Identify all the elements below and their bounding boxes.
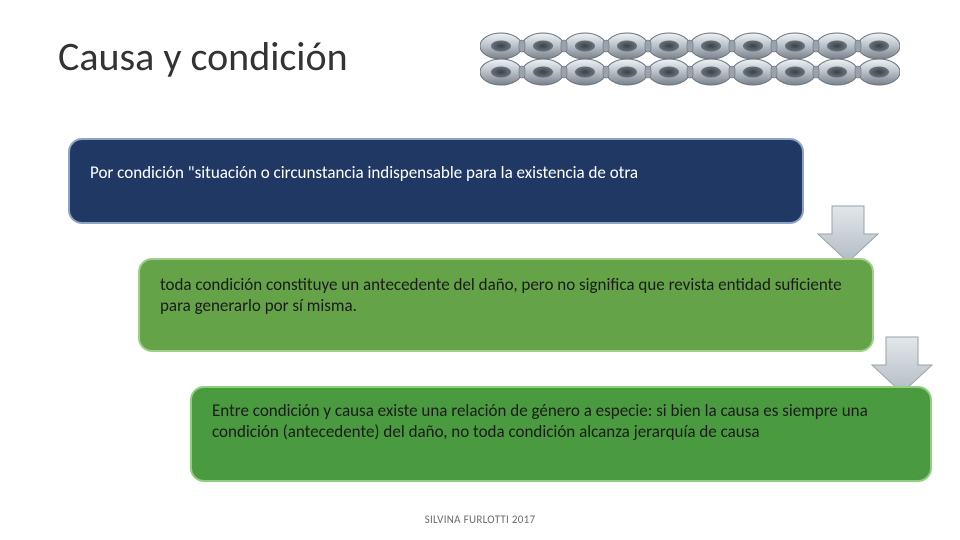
chain-image [480, 30, 900, 88]
content-box-1: Por condición "situación o circunstancia… [68, 138, 804, 224]
box1-text: Por condición "situación o circunstancia… [90, 162, 638, 183]
content-box-3: Entre condición y causa existe una relac… [190, 386, 932, 482]
slide-title: Causa y condición [58, 32, 348, 81]
content-box-2: toda condición constituye un antecedente… [138, 258, 874, 352]
box3-text: Entre condición y causa existe una relac… [212, 400, 868, 442]
footer-author: SILVINA FURLOTTI 2017 [0, 513, 960, 526]
down-arrow-1 [816, 204, 880, 264]
box2-text: toda condición constituye un antecedente… [160, 274, 842, 316]
